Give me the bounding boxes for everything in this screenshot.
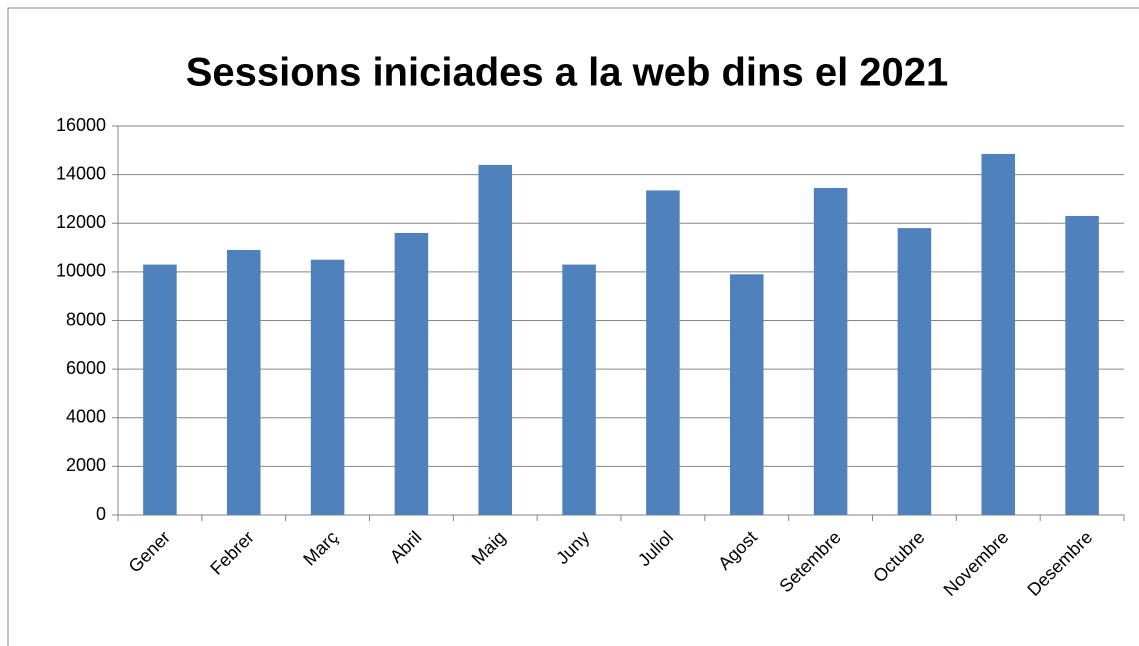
x-tick-label: Març (299, 527, 341, 569)
bar (729, 274, 764, 515)
y-tick-label: 8000 (66, 309, 106, 329)
x-tick-label: Novembre (940, 527, 1013, 600)
x-tick-label: Gener (125, 527, 175, 577)
x-tick-label: Maig (468, 527, 510, 569)
bar (478, 164, 513, 515)
y-tick-label: 10000 (56, 261, 106, 281)
x-tick-label: Febrer (206, 527, 258, 579)
bar (646, 190, 680, 515)
x-tick-label: Agost (714, 527, 761, 574)
x-tick-label: Desembre (1023, 527, 1096, 600)
bar (813, 187, 848, 515)
y-tick-label: 12000 (56, 212, 106, 232)
y-tick-label: 4000 (66, 407, 106, 427)
x-tick-label: Abril (386, 527, 426, 567)
x-tick-label: Setembre (775, 527, 844, 596)
y-tick-label: 14000 (56, 163, 106, 183)
bar (226, 249, 261, 515)
x-tick-label: Juliol (634, 527, 677, 570)
y-tick-label: 0 (96, 504, 106, 524)
bar (981, 153, 1016, 515)
y-tick-label: 6000 (66, 358, 106, 378)
y-tick-label: 16000 (56, 115, 106, 135)
x-tick-label: Octubre (869, 527, 928, 586)
bar (562, 264, 596, 515)
bar (310, 259, 345, 515)
y-tick-label: 2000 (66, 455, 106, 475)
x-tick-label: Juny (552, 527, 593, 568)
bar (1065, 215, 1099, 516)
bar (897, 228, 932, 516)
bar (143, 264, 177, 515)
bar (394, 232, 429, 515)
chart-title: Sessions iniciades a la web dins el 2021 (186, 51, 949, 95)
chart-border (7, 7, 1139, 646)
